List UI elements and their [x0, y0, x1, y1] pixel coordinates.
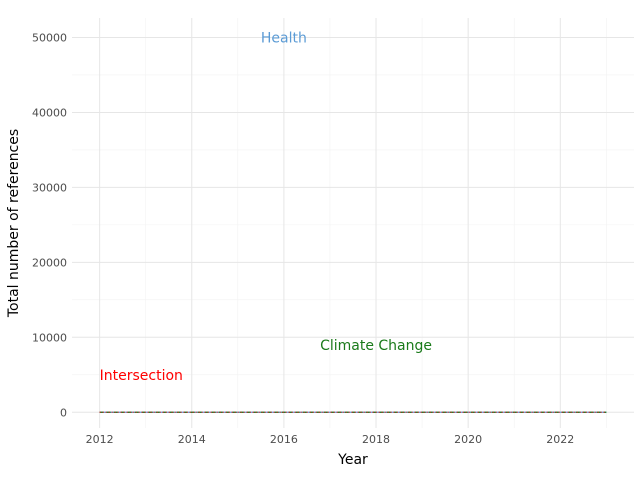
- y-tick-label: 30000: [32, 181, 67, 194]
- x-tick-label: 2020: [454, 433, 482, 446]
- x-tick-label: 2018: [362, 433, 390, 446]
- y-tick-label: 50000: [32, 31, 67, 44]
- y-tick-label: 20000: [32, 256, 67, 269]
- annotation-label: Climate Change: [320, 338, 432, 354]
- annotations: Health Climate Change Intersection: [100, 30, 432, 383]
- x-tick-label: 2022: [546, 433, 574, 446]
- y-tick-label: 10000: [32, 331, 67, 344]
- x-axis-title: Year: [337, 452, 368, 468]
- y-tick-labels: 0 10000 20000 30000 40000 50000: [32, 31, 67, 419]
- x-tick-labels: 2012 2014 2016 2018 2020 2022: [86, 433, 575, 446]
- y-tick-label: 40000: [32, 106, 67, 119]
- annotation-label: Health: [261, 30, 307, 46]
- minor-gridlines: [72, 18, 634, 428]
- y-axis-title: Total number of references: [6, 129, 22, 318]
- y-tick-label: 0: [60, 406, 67, 419]
- major-gridlines: [72, 18, 634, 428]
- x-tick-label: 2016: [270, 433, 298, 446]
- x-tick-label: 2012: [86, 433, 114, 446]
- annotation-label: Intersection: [100, 368, 183, 384]
- x-tick-label: 2014: [178, 433, 206, 446]
